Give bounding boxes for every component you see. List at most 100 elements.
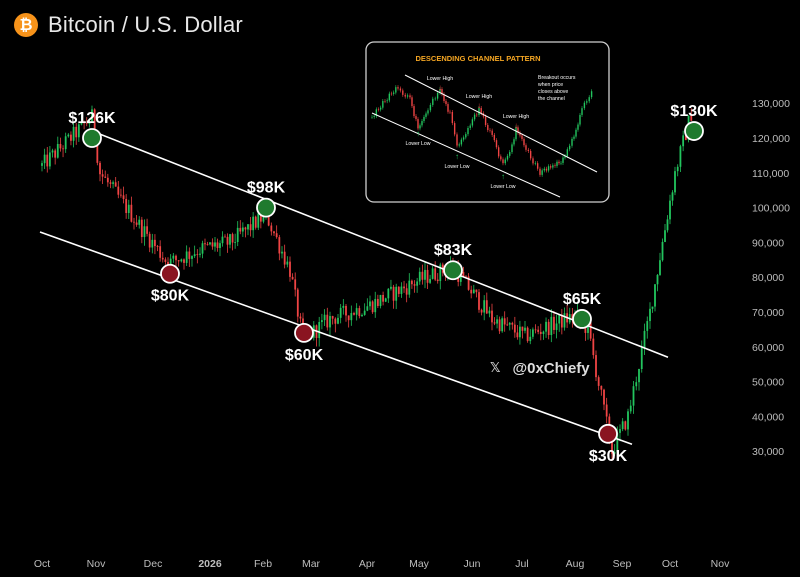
inset-candle-body	[379, 107, 382, 110]
candle-body	[46, 154, 49, 167]
candle-body	[589, 322, 592, 339]
candle-body	[475, 289, 478, 293]
candle-body	[395, 286, 398, 301]
candle-body	[101, 174, 104, 177]
inset-candle-body	[384, 101, 386, 102]
candle-body	[513, 324, 516, 333]
inset-candle-body	[525, 145, 527, 150]
candle-body	[299, 316, 302, 319]
inset-candle-body	[521, 135, 523, 140]
candle-body	[239, 227, 242, 232]
price-marker-label: $60K	[285, 347, 324, 364]
inset-candle-body	[386, 100, 388, 102]
candle-body	[183, 259, 185, 263]
candle-body	[488, 310, 491, 314]
candle-body	[219, 243, 221, 248]
candle-body	[283, 251, 286, 265]
candle-body	[392, 286, 395, 301]
price-marker-label: $130K	[670, 103, 718, 120]
inset-candle-body	[390, 93, 393, 95]
price-marker-circle	[160, 263, 180, 284]
inset-up-arrow-icon: ↑	[455, 152, 459, 161]
candle-body	[267, 208, 270, 226]
inset-candle-body	[421, 121, 423, 126]
inset-candle-body	[500, 156, 502, 160]
inset-candle-body	[456, 134, 458, 146]
x-tick-label: Nov	[711, 558, 730, 570]
candle-body	[397, 286, 400, 294]
candle-body	[669, 200, 671, 220]
candle-body	[358, 308, 361, 317]
chart-title: Bitcoin / U.S. Dollar	[48, 12, 243, 37]
candle-body	[597, 377, 600, 386]
inset-candle-body	[409, 95, 411, 98]
candle-body	[122, 195, 125, 200]
candle-body	[59, 143, 62, 149]
candle-body	[254, 216, 257, 228]
inset-candle-body	[469, 125, 471, 128]
inset-candle-body	[427, 110, 429, 114]
candle-body	[329, 316, 331, 328]
inset-candle-body	[506, 155, 509, 160]
candle-body	[519, 326, 521, 338]
candle-body	[390, 286, 392, 289]
candle-body	[664, 230, 666, 242]
y-tick-label: 130,000	[752, 98, 790, 110]
candle-body	[135, 222, 138, 225]
candle-body	[674, 171, 676, 193]
candle-body	[436, 279, 439, 282]
candle-body	[229, 234, 231, 245]
price-marker-label: $126K	[68, 110, 116, 127]
candle-body	[651, 306, 654, 309]
inset-candle-body	[495, 140, 498, 148]
candle-body	[531, 329, 534, 337]
candle-body	[193, 254, 196, 257]
inset-candle-body	[568, 145, 571, 150]
inset-lower-low-label: Lower Low	[444, 164, 469, 170]
inset-up-arrow-icon: ↑	[501, 172, 505, 181]
price-marker-label: $65K	[563, 291, 602, 308]
y-tick-label: 70,000	[752, 307, 784, 319]
candle-body	[379, 294, 382, 306]
candle-body	[62, 148, 64, 150]
inset-candle-body	[434, 98, 436, 100]
candle-body	[172, 255, 175, 259]
x-tick-label: Oct	[662, 558, 678, 570]
candle-body	[635, 382, 638, 387]
inset-candle-body	[581, 108, 583, 115]
x-tick-label: Aug	[566, 558, 585, 570]
candle-body	[72, 126, 75, 141]
inset-candle-body	[588, 97, 590, 102]
candle-body	[646, 321, 649, 331]
candle-body	[603, 389, 605, 405]
candle-body	[413, 284, 416, 286]
candle-body	[387, 288, 390, 299]
price-marker-circle	[294, 322, 314, 343]
inset-candle-body	[566, 149, 569, 157]
inset-candle-body	[513, 139, 515, 145]
y-tick-label: 60,000	[752, 342, 784, 354]
price-marker-label: $30K	[589, 448, 628, 465]
candle-body	[67, 134, 70, 137]
inset-candle-body	[534, 163, 537, 164]
candle-body	[48, 152, 51, 167]
candle-body	[459, 271, 462, 282]
candle-body	[96, 139, 99, 163]
lower-channel-line	[39, 231, 633, 445]
candle-body	[342, 305, 345, 308]
candle-body	[41, 163, 43, 166]
candle-body	[690, 115, 693, 121]
candle-body	[85, 123, 88, 125]
candle-body	[334, 318, 337, 324]
candle-body	[408, 280, 411, 295]
candle-body	[75, 126, 78, 138]
upper-channel-line	[91, 130, 669, 358]
candle-body	[244, 227, 247, 230]
inset-candle-body	[476, 114, 478, 116]
candle-body	[666, 219, 669, 231]
inset-candle-body	[473, 114, 476, 120]
candle-body	[656, 274, 659, 285]
inset-candle-body	[493, 134, 496, 141]
inset-candle-body	[429, 104, 432, 111]
author-handle: @0xChiefy	[512, 360, 590, 377]
